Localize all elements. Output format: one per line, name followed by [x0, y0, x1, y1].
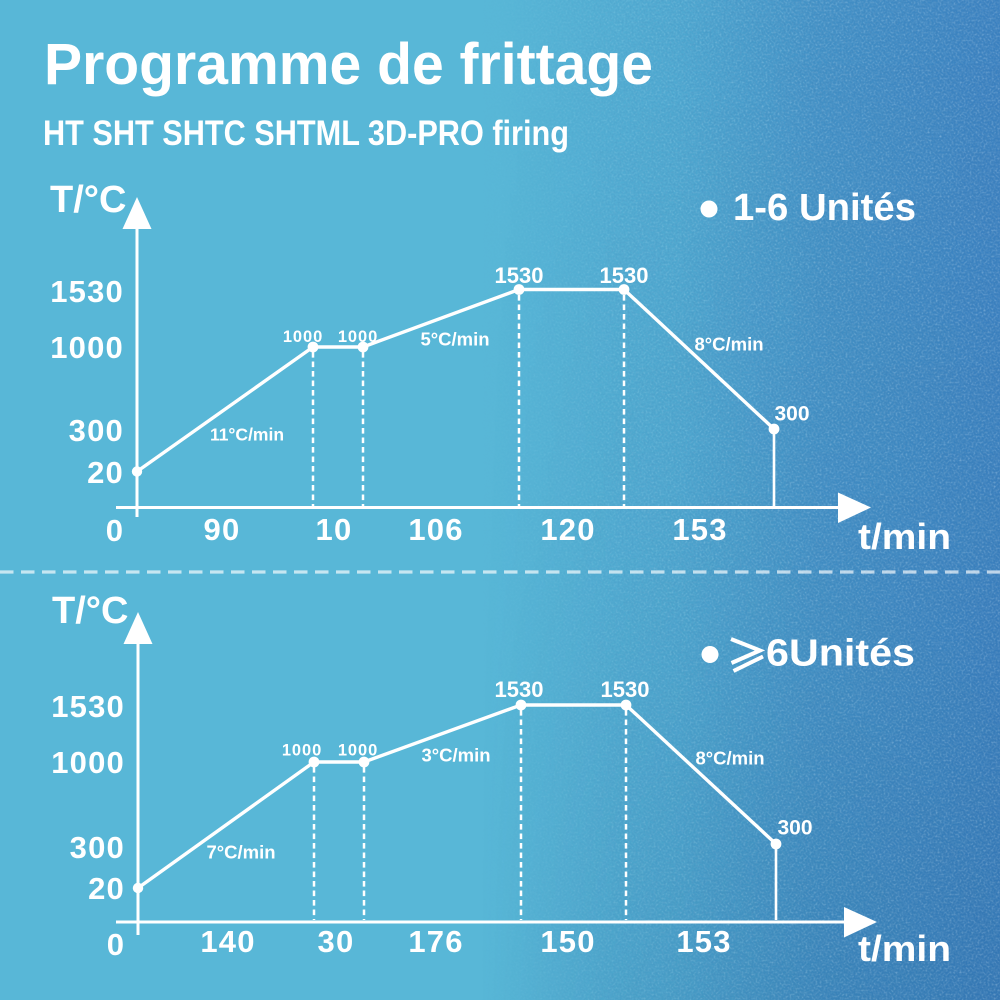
svg-text:1530: 1530: [495, 263, 544, 288]
svg-text:T/°C: T/°C: [50, 179, 126, 221]
svg-text:300: 300: [777, 817, 812, 840]
svg-text:90: 90: [204, 512, 241, 547]
svg-text:7°C/min: 7°C/min: [206, 842, 275, 863]
svg-text:1000: 1000: [338, 742, 378, 760]
svg-text:153: 153: [672, 512, 727, 547]
svg-text:20: 20: [87, 455, 124, 490]
svg-text:1000: 1000: [338, 328, 378, 346]
svg-text:HT SHT SHTC SHTML 3D-PRO firin: HT SHT SHTC SHTML 3D-PRO firing: [43, 114, 569, 153]
svg-text:1000: 1000: [51, 745, 125, 780]
svg-text:1000: 1000: [50, 330, 124, 365]
svg-text:153: 153: [676, 924, 731, 959]
svg-text:1530: 1530: [601, 677, 650, 702]
svg-text:300: 300: [774, 403, 809, 426]
svg-text:0: 0: [107, 927, 125, 962]
svg-text:300: 300: [70, 830, 125, 865]
svg-text:6Unités: 6Unités: [766, 633, 915, 675]
svg-text:11°C/min: 11°C/min: [210, 425, 284, 445]
svg-text:5°C/min: 5°C/min: [420, 329, 489, 350]
svg-text:1000: 1000: [282, 742, 322, 760]
svg-text:20: 20: [88, 871, 125, 906]
svg-text:1530: 1530: [600, 263, 649, 288]
svg-text:t/min: t/min: [858, 516, 951, 557]
svg-text:1530: 1530: [51, 689, 125, 724]
svg-text:150: 150: [540, 924, 595, 959]
svg-text:3°C/min: 3°C/min: [421, 745, 490, 766]
svg-text:120: 120: [540, 512, 595, 547]
svg-text:30: 30: [318, 924, 355, 959]
svg-text:106: 106: [408, 512, 463, 547]
svg-text:T/°C: T/°C: [52, 590, 128, 632]
svg-text:1-6 Unités: 1-6 Unités: [733, 187, 916, 229]
svg-text:8°C/min: 8°C/min: [694, 334, 763, 355]
svg-text:300: 300: [69, 413, 124, 448]
svg-text:Programme de frittage: Programme de frittage: [44, 32, 653, 97]
svg-text:1530: 1530: [50, 274, 124, 309]
svg-text:0: 0: [106, 513, 124, 548]
svg-text:10: 10: [316, 512, 353, 547]
svg-text:140: 140: [200, 924, 255, 959]
svg-text:8°C/min: 8°C/min: [695, 748, 764, 769]
svg-text:1530: 1530: [495, 677, 544, 702]
svg-text:1000: 1000: [283, 328, 323, 346]
svg-text:176: 176: [408, 924, 463, 959]
svg-text:t/min: t/min: [858, 928, 951, 969]
